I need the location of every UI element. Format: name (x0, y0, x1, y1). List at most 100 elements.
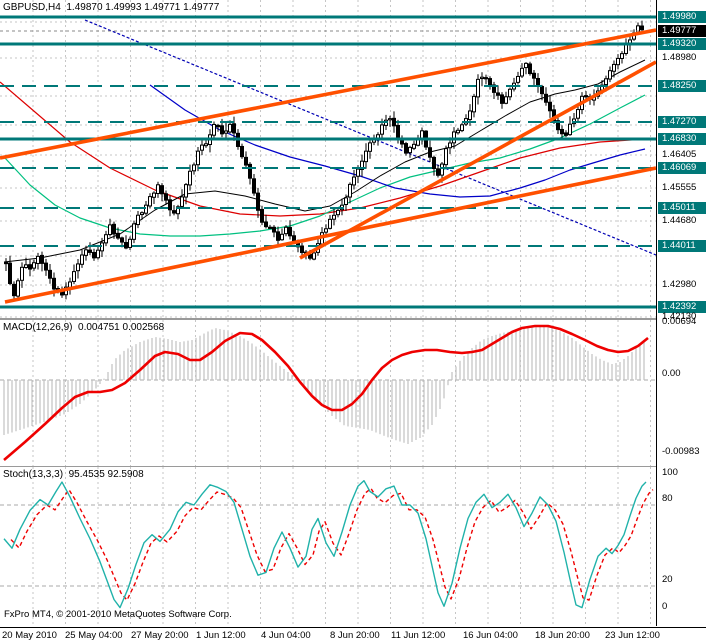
main-chart-title: GBPUSD,H4 1.49870 1.49993 1.49771 1.4977… (3, 2, 219, 13)
time-axis-label: 25 May 04:00 (65, 630, 123, 641)
candle-body (104, 234, 108, 244)
candle-body (448, 142, 452, 149)
panel-splitter-macd[interactable] (0, 318, 656, 320)
candle-body (280, 233, 284, 241)
candle-body (176, 206, 180, 215)
candle-body (16, 280, 20, 297)
candle-body (496, 92, 500, 96)
candle-body (156, 184, 160, 194)
candle-body (228, 123, 232, 133)
candle-body (356, 168, 360, 177)
green-moving-average (4, 94, 646, 237)
candle-body (136, 214, 140, 226)
candle-body (468, 110, 472, 121)
candle-body (516, 75, 520, 83)
candle-body (240, 145, 244, 158)
candle-body (252, 178, 256, 194)
candle-body (244, 156, 248, 166)
candle-body (148, 196, 152, 207)
candle-body (40, 254, 44, 264)
candle-body (352, 176, 356, 186)
candle-body (556, 120, 560, 131)
candle-body (568, 123, 572, 136)
time-axis-label: 11 Jun 12:00 (391, 630, 446, 641)
candle-body (36, 255, 40, 264)
candle-body (28, 264, 32, 270)
candle-body (604, 78, 608, 86)
stoch-values: 95.4535 92.5908 (68, 469, 144, 480)
candle-body (404, 143, 408, 154)
candle-body (72, 271, 76, 282)
main-price-chart[interactable] (0, 0, 656, 319)
red-moving-average (0, 81, 646, 217)
candle-body (192, 164, 196, 172)
candle-body (108, 224, 112, 236)
candle-body (640, 25, 644, 31)
candle-body (476, 78, 480, 98)
candle-body (348, 183, 352, 198)
candle-body (488, 78, 492, 86)
macd-signal-line (3, 324, 649, 461)
candle-body (24, 264, 28, 268)
price-axis-label: 1.46830 (658, 133, 706, 145)
candle-body (520, 67, 524, 77)
candle-body (524, 62, 528, 69)
candle-body (344, 197, 348, 206)
candle-body (168, 199, 172, 211)
candle-body (396, 124, 400, 140)
candle-body (68, 281, 72, 288)
candle-body (440, 163, 444, 176)
candle-body (288, 227, 292, 237)
panel-splitter-stoch[interactable] (0, 466, 656, 467)
macd-axis-label: 0.00 (662, 368, 681, 379)
candle-body (120, 237, 124, 243)
candle-body (32, 262, 36, 269)
candle-body (452, 131, 456, 144)
candle-body (144, 204, 148, 214)
copyright-text: FxPro MT4, © 2001-2010 MetaQuotes Softwa… (4, 609, 232, 620)
candle-body (544, 93, 548, 103)
candle-body (220, 125, 224, 135)
price-axis-label: 1.44011 (658, 240, 706, 252)
candle-body (124, 242, 128, 249)
ohlc-values: 1.49870 1.49993 1.49771 1.49777 (66, 2, 220, 13)
symbol-period-label: GBPUSD,H4 (3, 2, 61, 13)
candle-body (164, 193, 168, 201)
candle-body (360, 160, 364, 171)
price-axis[interactable] (656, 0, 706, 626)
candle-body (300, 245, 304, 254)
candle-body (264, 221, 268, 228)
candle-body (8, 262, 12, 284)
candle-body (20, 266, 24, 281)
price-axis-label: 1.42392 (658, 301, 706, 313)
candle-body (284, 226, 288, 235)
candle-body (232, 123, 236, 134)
candle-body (188, 170, 192, 186)
candle-body (128, 238, 132, 248)
candle-body (432, 156, 436, 170)
macd-axis-label: -0.00983 (662, 446, 700, 457)
stoch-name-label: Stoch(13,3,3) (3, 469, 64, 480)
candle-body (560, 128, 564, 135)
time-axis-label: 27 May 20:00 (131, 630, 189, 641)
stochastic-indicator-panel[interactable] (0, 467, 656, 626)
stoch-k-line (3, 479, 647, 609)
candle-body (200, 144, 204, 151)
candle-body (436, 168, 440, 176)
price-axis-label: 1.46069 (658, 162, 706, 174)
candle-body (196, 150, 200, 166)
candle-body (216, 124, 220, 128)
price-axis-label: 1.49980 (658, 11, 706, 23)
blue-trendline (84, 19, 656, 256)
macd-indicator-panel[interactable] (0, 320, 656, 466)
candle-body (48, 269, 52, 279)
time-axis[interactable]: 20 May 2010 25 May 04:00 27 May 20:00 1 Jun… (0, 627, 706, 644)
candle-body (508, 88, 512, 98)
candle-body (616, 57, 620, 66)
candle-body (44, 262, 48, 271)
candle-body (4, 261, 8, 265)
candle-body (160, 185, 164, 195)
candle-body (272, 226, 276, 233)
time-axis-label: 18 Jun 20:00 (535, 630, 590, 641)
time-axis-label: 20 May 2010 (2, 630, 57, 641)
